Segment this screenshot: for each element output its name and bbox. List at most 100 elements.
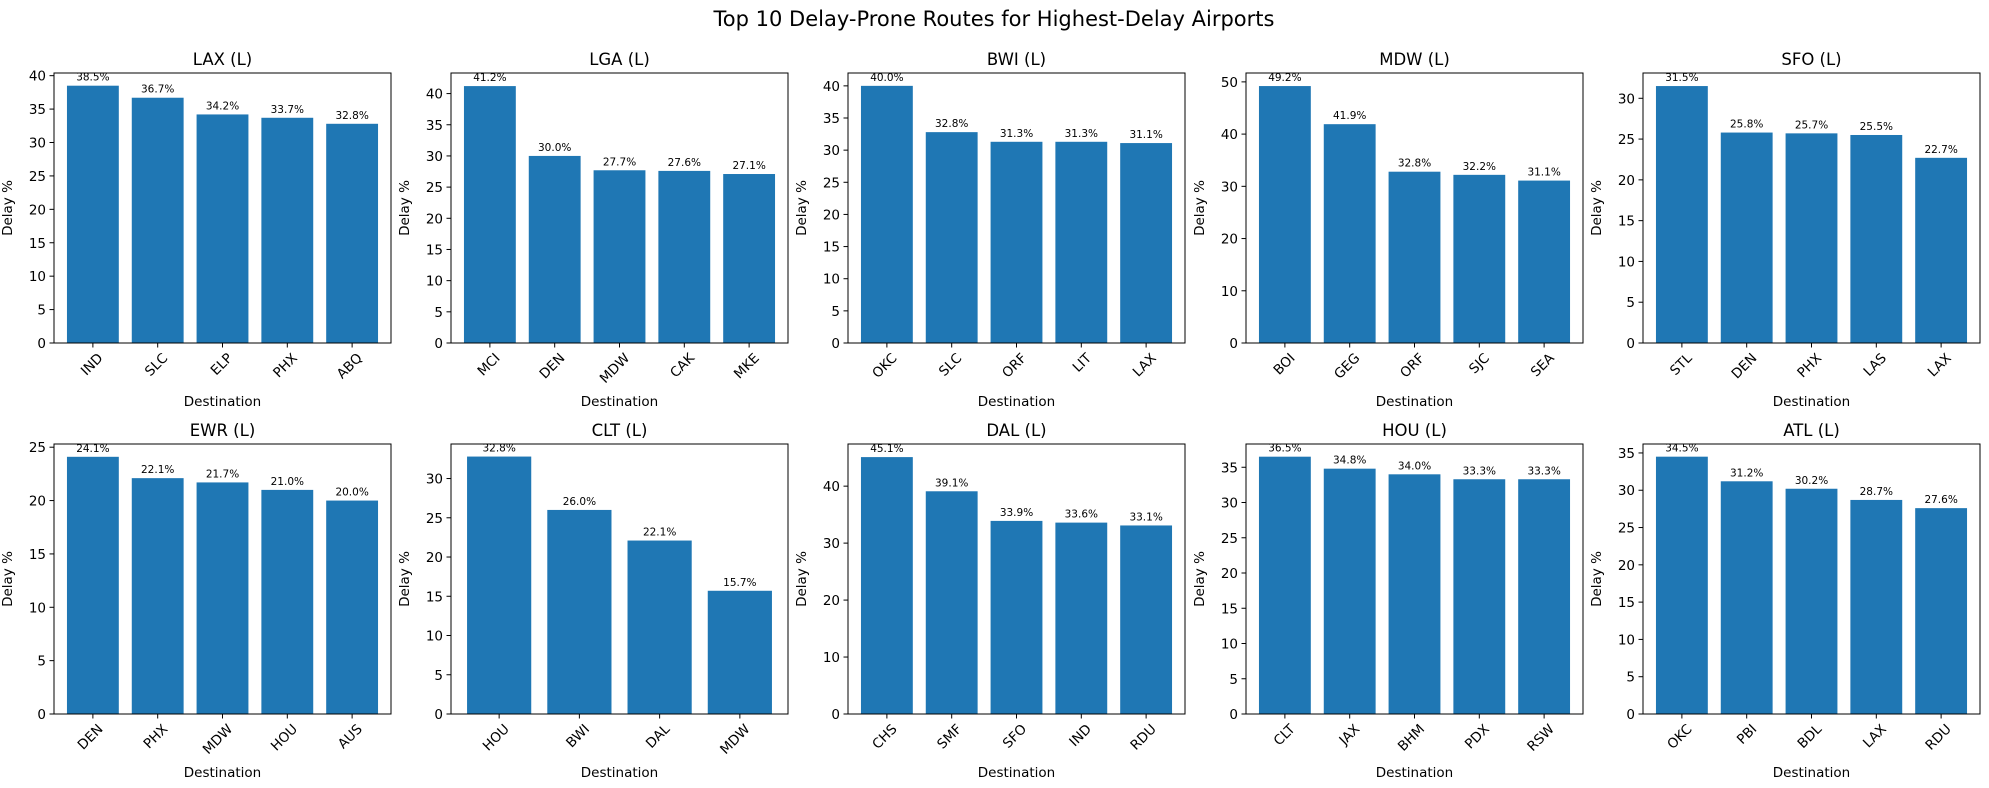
data-label: 31.2% bbox=[1730, 467, 1763, 479]
bar bbox=[196, 482, 249, 714]
y-tick-label: 0 bbox=[1626, 707, 1635, 723]
bar bbox=[261, 117, 314, 343]
bar bbox=[627, 540, 692, 714]
data-label: 25.5% bbox=[1860, 121, 1893, 133]
chart-title: CLT (L) bbox=[592, 421, 648, 440]
y-tick-label: 20 bbox=[1618, 173, 1635, 189]
y-tick-label: 15 bbox=[1618, 595, 1635, 611]
y-tick-label: 30 bbox=[1618, 483, 1635, 499]
data-label: 27.1% bbox=[732, 160, 765, 172]
chart-title: HOU (L) bbox=[1382, 421, 1447, 440]
data-label: 32.8% bbox=[482, 443, 515, 455]
y-tick-label: 0 bbox=[434, 336, 443, 352]
chart-panel-5: 31.5%STL25.8%DEN25.7%PHX25.5%LAS22.7%LAX… bbox=[1589, 50, 1981, 410]
y-tick-label: 50 bbox=[1221, 75, 1238, 91]
data-label: 27.7% bbox=[603, 156, 636, 168]
bar bbox=[1258, 456, 1311, 714]
bar bbox=[1655, 456, 1708, 714]
bar bbox=[547, 509, 612, 714]
x-axis-label: Destination bbox=[978, 765, 1055, 781]
y-tick-label: 40 bbox=[823, 79, 840, 95]
y-tick-label: 30 bbox=[823, 536, 840, 552]
chart-panel-9: 36.5%CLT34.8%JAX34.0%BHM33.3%PDX33.3%RSW… bbox=[1192, 421, 1584, 781]
y-axis-label: Delay % bbox=[1589, 180, 1605, 236]
y-axis-label: Delay % bbox=[1192, 551, 1208, 607]
y-tick-label: 10 bbox=[1618, 632, 1635, 648]
y-tick-label: 20 bbox=[823, 593, 840, 609]
y-tick-label: 35 bbox=[1221, 460, 1238, 476]
chart-panel-6: 24.1%DEN22.1%PHX21.7%MDW21.0%HOU20.0%AUS… bbox=[0, 421, 392, 781]
axes-frame bbox=[450, 72, 789, 344]
bar bbox=[1258, 86, 1311, 343]
axes-frame bbox=[1642, 443, 1981, 715]
y-axis-label: Delay % bbox=[1589, 551, 1605, 607]
chart-title: LAX (L) bbox=[193, 50, 252, 69]
bar bbox=[66, 85, 119, 343]
x-axis-label: Destination bbox=[1773, 394, 1850, 410]
y-tick-label: 20 bbox=[29, 494, 46, 510]
y-tick-label: 5 bbox=[37, 654, 46, 670]
data-label: 30.2% bbox=[1795, 475, 1828, 487]
bar bbox=[860, 85, 913, 344]
y-axis-label: Delay % bbox=[0, 180, 16, 236]
y-axis-label: Delay % bbox=[0, 551, 16, 607]
bar bbox=[1655, 86, 1708, 344]
y-tick-label: 35 bbox=[1618, 446, 1635, 462]
y-tick-label: 0 bbox=[1229, 336, 1238, 352]
bar bbox=[1323, 124, 1376, 344]
y-tick-label: 5 bbox=[1626, 670, 1635, 686]
y-tick-label: 20 bbox=[1221, 232, 1238, 248]
data-label: 34.0% bbox=[1398, 460, 1431, 472]
data-label: 31.1% bbox=[1527, 167, 1560, 179]
y-tick-label: 20 bbox=[1618, 558, 1635, 574]
bar bbox=[1518, 180, 1571, 343]
bar bbox=[990, 141, 1043, 343]
bar bbox=[1850, 499, 1903, 714]
axes-frame bbox=[1245, 443, 1584, 715]
x-axis-label: Destination bbox=[581, 765, 658, 781]
data-label: 34.2% bbox=[206, 100, 239, 112]
y-tick-label: 15 bbox=[29, 236, 46, 252]
bar bbox=[1388, 171, 1441, 343]
data-label: 31.3% bbox=[1000, 128, 1033, 140]
data-label: 33.3% bbox=[1527, 465, 1560, 477]
bar bbox=[1453, 174, 1506, 343]
data-label: 33.9% bbox=[1000, 507, 1033, 519]
data-label: 39.1% bbox=[935, 477, 968, 489]
chart-panel-2: 41.2%MCI30.0%DEN27.7%MDW27.6%CAK27.1%MKE… bbox=[397, 50, 789, 410]
chart-panel-8: 45.1%CHS39.1%SMF33.9%SFO33.6%IND33.1%RDU… bbox=[794, 421, 1186, 781]
y-tick-label: 10 bbox=[1221, 284, 1238, 300]
data-label: 33.6% bbox=[1065, 509, 1098, 521]
y-tick-label: 40 bbox=[1221, 127, 1238, 143]
y-tick-label: 10 bbox=[29, 600, 46, 616]
data-label: 26.0% bbox=[563, 496, 596, 508]
bar bbox=[326, 500, 379, 714]
y-tick-label: 0 bbox=[831, 336, 840, 352]
data-label: 25.8% bbox=[1730, 119, 1763, 131]
bar bbox=[1915, 508, 1968, 714]
y-tick-label: 20 bbox=[29, 202, 46, 218]
bar bbox=[1323, 468, 1376, 714]
y-tick-label: 30 bbox=[1221, 496, 1238, 512]
chart-title: DAL (L) bbox=[986, 421, 1046, 440]
y-tick-label: 40 bbox=[426, 87, 443, 103]
y-tick-label: 25 bbox=[426, 511, 443, 527]
x-axis-label: Destination bbox=[581, 394, 658, 410]
y-tick-label: 5 bbox=[1229, 672, 1238, 688]
bar bbox=[1785, 488, 1838, 714]
figure-title: Top 10 Delay-Prone Routes for Highest-De… bbox=[713, 7, 1275, 31]
data-label: 33.7% bbox=[271, 104, 304, 116]
y-tick-label: 10 bbox=[1221, 637, 1238, 653]
axes-frame bbox=[847, 72, 1186, 344]
y-tick-label: 5 bbox=[1626, 295, 1635, 311]
y-tick-label: 15 bbox=[426, 242, 443, 258]
y-tick-label: 35 bbox=[29, 102, 46, 118]
bar bbox=[925, 132, 978, 343]
y-tick-label: 30 bbox=[426, 149, 443, 165]
data-label: 36.5% bbox=[1268, 443, 1301, 455]
x-axis-label: Destination bbox=[978, 394, 1055, 410]
bar bbox=[1850, 134, 1903, 343]
y-tick-label: 30 bbox=[1618, 91, 1635, 107]
bar bbox=[528, 155, 581, 343]
y-tick-label: 10 bbox=[426, 629, 443, 645]
